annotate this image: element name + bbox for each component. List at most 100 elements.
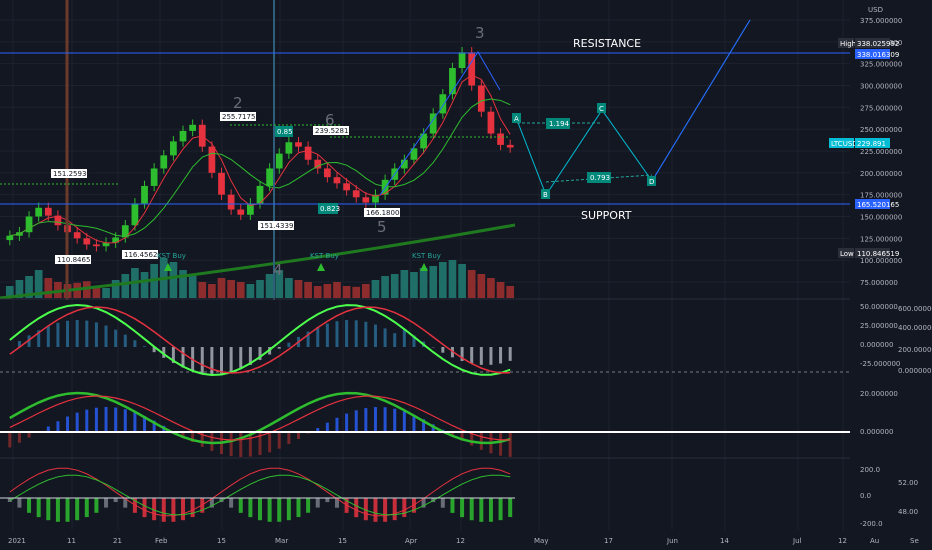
macd-hist-bar	[499, 432, 503, 456]
volume-bar	[304, 282, 312, 298]
candle-body	[54, 215, 62, 226]
osc-hist-bar	[441, 347, 445, 353]
candle-body	[121, 225, 129, 238]
candle-body	[400, 159, 408, 169]
osc-hist-bar	[364, 321, 368, 347]
x-tick-label: 12	[456, 537, 465, 545]
osc-hist-bar	[75, 320, 79, 347]
price-tag-6: 239.528155	[315, 127, 357, 135]
price-tag-4: 255.717555	[222, 113, 264, 121]
macd-hist-bar	[133, 412, 137, 432]
cci-bar	[460, 498, 465, 518]
macd-hist-bar	[393, 408, 397, 432]
volume-bar	[34, 270, 43, 298]
volume-bar	[285, 278, 293, 298]
wave-label-6: 6	[325, 111, 335, 129]
low-tag-value: 110.846519	[857, 250, 899, 258]
macd-hist-bar	[181, 432, 185, 437]
osc-hist-bar	[123, 334, 127, 347]
candle-body	[170, 141, 177, 156]
cci-bar	[334, 498, 339, 508]
x-tick-label: 2021	[8, 537, 26, 545]
macd-hist-bar	[345, 413, 349, 432]
osc-hist-bar	[306, 331, 310, 347]
x-tick-label: Jul	[792, 537, 802, 545]
candle-body	[429, 113, 437, 134]
panel1-tick: 25.000000	[860, 322, 898, 330]
macd-hist-bar	[56, 421, 60, 432]
point-b: B	[543, 191, 548, 199]
x-tick-label: 12	[838, 537, 847, 545]
osc-hist-bar	[56, 322, 60, 347]
macd-hist-bar	[191, 432, 195, 443]
panel1-tick: 50.000000	[860, 303, 898, 311]
cci-bar	[27, 498, 32, 513]
volume-bar	[179, 270, 187, 298]
cci-bar	[498, 498, 503, 521]
candle-body	[487, 111, 495, 134]
volume-bar	[246, 284, 255, 298]
panel3-tick: 0.0	[860, 492, 871, 500]
cci-bar	[267, 498, 272, 522]
macd-hist-bar	[412, 414, 416, 432]
signal-line	[9, 395, 511, 441]
cci-bar	[258, 498, 262, 521]
kst-buy-2: KST Buy	[310, 252, 339, 260]
macd-hist-bar	[277, 432, 281, 449]
x-tick-label: Mar	[275, 537, 288, 545]
x-tick-label: 21	[113, 537, 122, 545]
ratio-tag-3: 1.194	[549, 120, 570, 128]
volume-bar	[275, 270, 284, 298]
osc-hist-bar	[104, 325, 108, 347]
x-tick-label: 14	[720, 537, 729, 545]
panel3-right-tick: 48.00	[898, 508, 918, 516]
macd-hist-bar	[373, 407, 377, 432]
panel1-right-tick: 0.000000	[898, 367, 931, 375]
panel1-right-tick: 600.000000	[898, 305, 932, 313]
candle-body	[497, 133, 504, 145]
volume-bar	[54, 282, 62, 298]
osc-hist-bar	[220, 347, 224, 374]
volume-bar	[44, 278, 53, 298]
candle-body	[131, 203, 139, 226]
cci-bar	[161, 498, 166, 522]
osc-hist-bar	[27, 335, 31, 347]
cci-bar	[508, 498, 513, 518]
macd-hist-bar	[27, 432, 31, 438]
ratio-tag-2: 0.823	[320, 205, 340, 213]
panel2-tick: 0.000000	[860, 428, 893, 436]
macd-hist-bar	[143, 415, 147, 432]
volume-bar	[294, 280, 303, 298]
high-tag-value: 338.025992	[857, 40, 899, 48]
y-tick-label: 250.000000	[860, 126, 902, 134]
osc-hist-bar	[345, 320, 349, 347]
osc-hist-bar	[277, 347, 281, 349]
osc-hist-bar	[402, 329, 406, 347]
y-tick-label: 175.000000	[860, 192, 902, 200]
candle-body	[227, 194, 235, 210]
point-c: C	[599, 105, 604, 113]
low-tag-label: Low	[840, 250, 854, 258]
osc-hist-bar	[200, 347, 204, 374]
volume-bar	[5, 286, 14, 298]
x-tick-label: Feb	[155, 537, 168, 545]
osc-hist-bar	[17, 341, 21, 347]
panel1-right-tick: 200.000000	[898, 346, 932, 354]
macd-hist-bar	[258, 432, 262, 456]
cci-bar	[171, 498, 176, 522]
macd-hist-bar	[422, 419, 426, 432]
price-tag-1: 151.259300	[53, 170, 95, 178]
candle-body	[439, 94, 447, 114]
osc-hist-bar	[479, 347, 483, 365]
macd-hist-bar	[325, 422, 329, 432]
macd-hist-bar	[85, 409, 89, 432]
candle-body	[352, 190, 360, 198]
volume-bar	[169, 262, 178, 298]
macd-hist-bar	[287, 432, 291, 445]
cci-bar	[104, 498, 109, 508]
osc-hist-bar	[393, 333, 397, 347]
macd-hist-bar	[8, 432, 12, 448]
y-tick-label: 375.000000	[860, 17, 902, 25]
